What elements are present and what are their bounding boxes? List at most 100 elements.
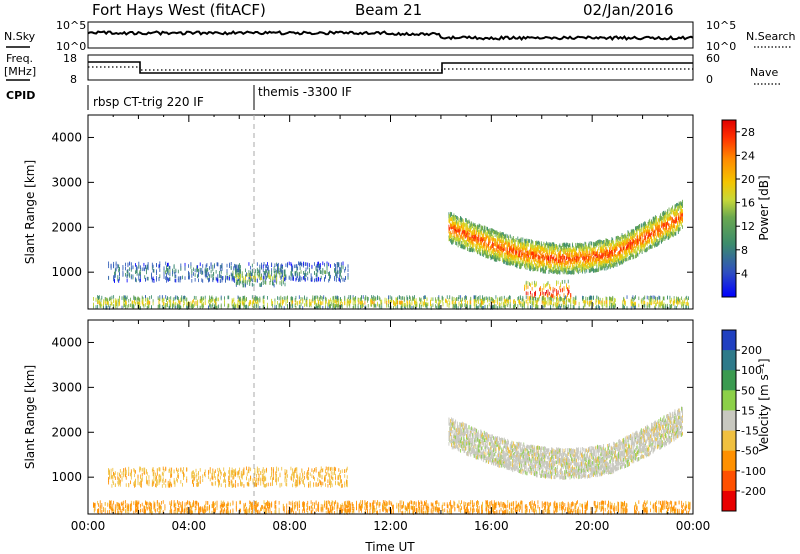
echo-cell [672,227,673,231]
echo-cell [608,258,609,263]
echo-cell [546,245,548,250]
echo-cell [125,300,126,304]
echo-cell [280,295,282,300]
echo-cell [543,253,545,258]
echo-cell [593,251,594,255]
echo-cell [521,242,523,246]
echo-cell [490,233,492,238]
echo-cell [515,251,517,256]
echo-cell [621,261,623,265]
echo-cell [601,263,603,268]
echo-cell [128,303,130,308]
echo-cell [509,242,510,246]
echo-cell [651,224,653,229]
echo-cell [163,268,165,273]
echo-cell [124,297,125,302]
echo-cell [501,251,503,255]
echo-cell [165,295,167,299]
echo-cell [567,270,568,275]
echo-cell [656,243,657,247]
echo-cell [235,274,237,278]
echo-cell [622,251,624,255]
echo-cell [291,302,293,306]
echo-cell [490,228,492,232]
echo-cell [676,218,678,223]
echo-cell [664,212,666,216]
echo-cell [532,264,534,268]
echo-cell [646,227,648,232]
echo-cell [629,244,630,248]
echo-cell [237,295,239,300]
echo-cell [451,234,452,238]
echo-cell [590,264,592,268]
echo-cell [295,264,297,268]
echo-cell [557,280,559,285]
echo-cell [109,296,111,301]
echo-cell [454,219,456,224]
echo-cell [507,251,509,255]
echo-cell [482,250,484,254]
echo-cell [603,266,605,271]
echo-cell [618,243,620,248]
echo-cell [570,295,572,299]
echo-cell [183,303,184,308]
echo-cell [677,213,679,217]
echo-cell [593,241,594,246]
echo-cell [490,245,492,249]
echo-cell [167,268,169,273]
echo-cell [239,268,241,273]
echo-cell [659,234,661,239]
echo-cell [469,239,471,244]
echo-cell [620,260,622,264]
echo-cell [615,255,617,260]
echo-cell [525,254,527,258]
echo-cell [167,270,168,274]
echo-cell [651,227,653,231]
echo-cell [316,263,318,268]
echo-cell [136,272,138,276]
echo-cell [469,225,471,229]
echo-cell [467,237,469,241]
echo-cell [277,262,279,267]
echo-cell [547,263,549,268]
echo-cell [630,256,631,260]
echo-cell [646,247,648,251]
echo-cell [451,225,452,230]
echo-cell [563,293,565,297]
echo-cell [520,249,522,254]
echo-cell [498,237,499,242]
echo-cell [660,213,662,217]
echo-cell [669,231,671,235]
echo-cell [659,222,661,226]
echo-cell [464,234,466,239]
echo-cell [629,256,630,260]
echo-cell [188,272,190,276]
echo-cell [470,236,472,241]
echo-cell [517,243,519,247]
echo-cell [496,254,498,258]
echo-cell [672,217,673,221]
echo-cell [244,303,246,308]
echo-cell [610,253,612,258]
echo-cell [543,265,545,269]
echo-cell [523,252,525,257]
echo-cell [118,298,120,303]
echo-cell [141,267,143,272]
noise-sky-trace [87,30,694,41]
echo-cell [505,238,507,243]
echo-cell [657,231,659,236]
echo-cell [546,257,547,262]
echo-cell [487,232,488,237]
echo-cell [551,243,552,248]
echo-cell [509,254,511,259]
echo-cell [506,247,508,251]
echo-cell [135,296,136,301]
echo-cell [531,244,533,249]
echo-cell [481,241,483,245]
echo-cell [297,272,299,276]
echo-cell [497,238,499,242]
echo-cell [291,273,293,277]
echo-cell [603,260,605,265]
nave-label: Nave [750,66,778,79]
echo-cell [561,264,563,269]
